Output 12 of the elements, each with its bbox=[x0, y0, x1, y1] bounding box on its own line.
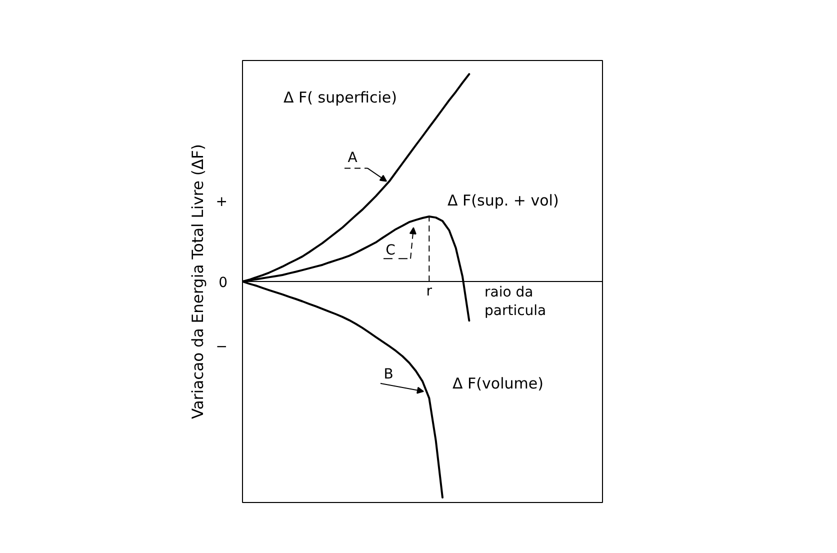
text: − bbox=[216, 339, 228, 355]
text: Δ F( superficie) bbox=[284, 88, 397, 106]
x-axis-title: raio da particula bbox=[484, 284, 546, 319]
annotation: B bbox=[384, 366, 394, 382]
text: 0 bbox=[218, 275, 228, 291]
text: + bbox=[216, 194, 228, 210]
legend-label: Δ F(volume) bbox=[452, 374, 544, 392]
series-label: Δ F(sup. + vol) bbox=[448, 191, 559, 210]
annotation: r bbox=[426, 284, 432, 300]
annotation: A bbox=[348, 150, 358, 166]
y-axis-title: Variacao da Energia Total Livre (ΔF) bbox=[188, 144, 207, 419]
annotation: C bbox=[386, 242, 396, 259]
